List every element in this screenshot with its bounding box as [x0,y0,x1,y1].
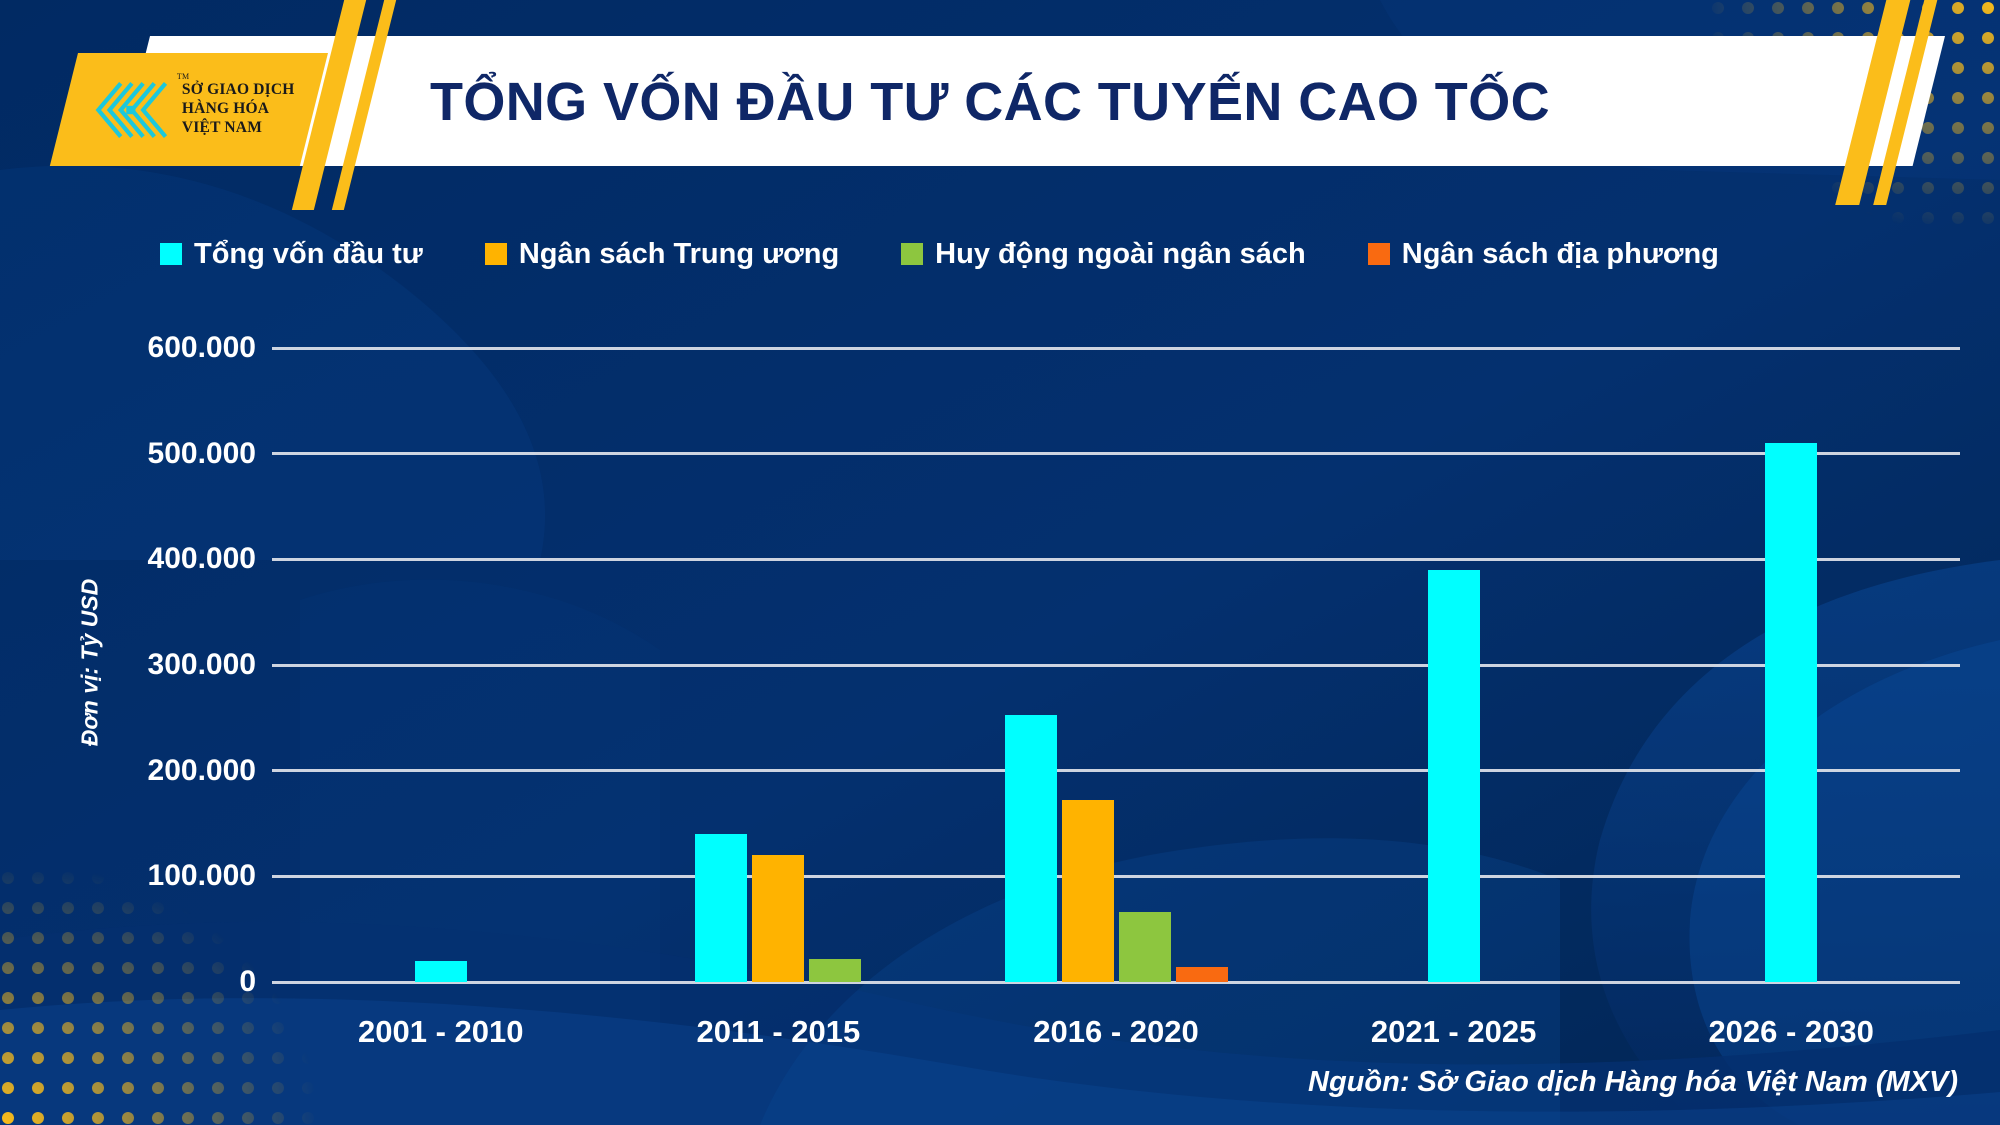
gridline [272,980,1960,984]
mxv-logo-icon [95,81,168,138]
gridline [272,874,1960,878]
bar-0-0[interactable] [414,960,467,982]
gridline [272,452,1960,456]
legend-label: Ngân sách Trung ương [518,237,840,270]
legend-item-2[interactable]: Huy động ngoài ngân sách [901,238,1306,271]
bar-2-0[interactable] [1004,714,1057,982]
bar-3-0[interactable] [1427,569,1480,982]
legend-item-1[interactable]: Ngân sách Trung ương [484,237,840,271]
bar-1-0[interactable] [695,834,748,982]
bar-2-1[interactable] [1061,800,1114,982]
bar-2-2[interactable] [1118,912,1171,982]
legend-swatch-icon [901,243,924,265]
legend-item-3[interactable]: Ngân sách địa phương [1367,237,1719,271]
x-axis-label-2: 2016 - 2020 [1033,1014,1199,1049]
x-axis-label-3: 2021 - 2025 [1370,1014,1537,1049]
y-axis-tick-label: 100.000 [147,859,256,893]
legend-label: Tổng vốn đầu tư [194,237,423,270]
bar-1-2[interactable] [809,958,862,982]
bar-4-0[interactable] [1765,443,1818,982]
page-title: TỔNG VỐN ĐẦU TƯ CÁC TUYẾN CAO TỐC [430,72,1550,132]
gridline [272,663,1960,667]
y-axis-tick-label: 600.000 [147,331,256,364]
y-axis-title: Đơn vị: Tỷ USD [76,578,103,747]
legend-label: Huy động ngoài ngân sách [935,237,1306,270]
header: TM SỞ GIAO DỊCH HÀNG HÓA VIỆT NAM TỔNG V… [0,0,2000,210]
legend-swatch-icon [1367,243,1390,265]
y-axis-tick-label: 400.000 [147,542,256,576]
y-axis-tick-label: 300.000 [147,648,256,681]
legend-swatch-icon [160,243,182,265]
logo-plate: TM SỞ GIAO DỊCH HÀNG HÓA VIỆT NAM [49,53,329,166]
bar-2-3[interactable] [1175,967,1228,982]
y-axis-tick-label: 500.000 [147,436,256,470]
chart-legend: Tổng vốn đầu tư Ngân sách Trung ương Huy đ… [160,234,1781,274]
x-axis-label-0: 2001 - 2010 [358,1014,524,1049]
y-axis-tick-label: 200.000 [147,753,256,787]
legend-item-0[interactable]: Tổng vốn đầu tư [160,238,423,271]
bar-1-1[interactable] [752,855,805,982]
gridline [272,557,1960,561]
legend-swatch-icon [484,243,507,265]
gridline [272,346,1960,350]
source-caption: Nguồn: Sở Giao dịch Hàng hóa Việt Nam (M… [1308,1066,1958,1098]
y-axis-tick-label: 0 [239,965,256,998]
x-axis-label-1: 2011 - 2015 [696,1014,861,1049]
gridline [272,769,1960,773]
x-axis-label-4: 2026 - 2030 [1708,1014,1874,1049]
legend-label: Ngân sách địa phương [1401,237,1719,270]
